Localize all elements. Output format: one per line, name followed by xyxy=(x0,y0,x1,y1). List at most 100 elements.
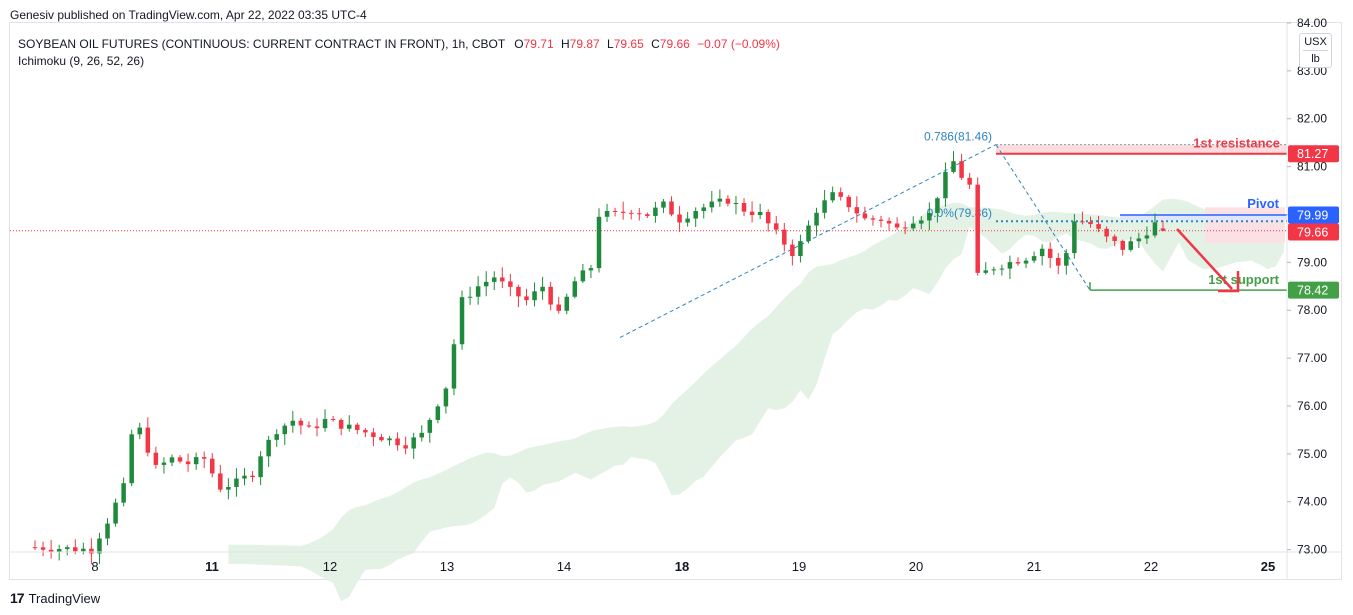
y-tick-label: 84.00 xyxy=(1297,16,1327,30)
y-tick-label: 74.00 xyxy=(1297,495,1327,509)
candle-body xyxy=(749,211,755,216)
candle-body xyxy=(588,268,594,271)
candle-body xyxy=(709,201,715,208)
currency-label: USX xyxy=(1304,36,1327,48)
level-label: 1st resistance xyxy=(1193,136,1280,151)
candle-body xyxy=(411,437,416,449)
price-label-text: 79.99 xyxy=(1297,208,1328,222)
candle-body xyxy=(701,207,706,212)
candle-body xyxy=(532,291,537,301)
candle-body xyxy=(185,461,191,465)
candle-body xyxy=(1096,224,1101,229)
candle-body xyxy=(355,424,360,430)
candle-body xyxy=(338,419,344,429)
candle-body xyxy=(838,192,843,197)
candle-body xyxy=(1136,238,1142,242)
candle-body xyxy=(475,286,481,297)
candle-body xyxy=(201,457,207,459)
candle-body xyxy=(983,270,988,273)
price-label-tag xyxy=(1288,206,1339,224)
change-value: −0.07 (−0.09%) xyxy=(697,37,780,51)
candle-body xyxy=(854,207,860,214)
candle-body xyxy=(653,207,658,216)
candle-body xyxy=(1039,248,1045,257)
candle-body xyxy=(1056,257,1061,266)
candle-body xyxy=(137,427,142,435)
candle-body xyxy=(894,223,900,228)
candle-body xyxy=(1007,262,1013,269)
y-tick-label: 82.00 xyxy=(1297,112,1327,126)
candle-body xyxy=(741,202,747,212)
ichimoku-cloud-area xyxy=(228,198,1284,602)
candle-body xyxy=(959,161,964,178)
chart-frame xyxy=(9,22,1342,580)
candle-body xyxy=(733,202,739,204)
high-value: 79.87 xyxy=(569,37,600,51)
candle-body xyxy=(910,223,916,229)
candle-body xyxy=(1160,228,1166,231)
candle-body xyxy=(427,419,433,433)
price-label-tag xyxy=(1288,281,1339,299)
candle-body xyxy=(274,434,279,440)
candle-body xyxy=(1088,222,1093,225)
candle-body xyxy=(153,452,159,465)
candle-body xyxy=(282,425,288,435)
candle-body xyxy=(1144,235,1150,239)
candle-body xyxy=(56,549,62,552)
x-tick-label: 20 xyxy=(909,559,923,574)
candle-body xyxy=(902,227,908,229)
candle-body xyxy=(1112,236,1117,242)
candle-body xyxy=(822,200,827,213)
candle-body xyxy=(524,296,529,301)
y-tick-label: 79.00 xyxy=(1297,255,1327,269)
candle-body xyxy=(435,406,441,420)
candle-body xyxy=(612,210,618,212)
x-tick-label: 13 xyxy=(440,559,454,574)
candle-body xyxy=(40,547,46,550)
x-tick-label: 11 xyxy=(205,559,219,574)
open-value: 79.71 xyxy=(523,37,554,51)
candle-body xyxy=(540,286,545,292)
candle-body xyxy=(1072,221,1077,254)
fib-trendline-down xyxy=(995,144,1091,291)
candle-body xyxy=(572,281,578,297)
indicator-label[interactable]: Ichimoku (9, 26, 52, 26) xyxy=(18,54,145,68)
candle-body xyxy=(89,548,94,554)
unit-selector[interactable]: USX lb xyxy=(1299,33,1332,68)
candle-body xyxy=(105,523,110,539)
candles xyxy=(32,151,1166,565)
candle-body xyxy=(250,475,255,478)
tradingview-logo-icon: 17 xyxy=(10,590,25,606)
candle-body xyxy=(1031,256,1037,261)
low-value: 79.65 xyxy=(613,37,644,51)
candle-body xyxy=(330,418,336,420)
candle-body xyxy=(508,281,513,287)
unit-label: lb xyxy=(1311,53,1320,65)
candle-body xyxy=(1080,221,1085,223)
candle-body xyxy=(564,296,570,311)
candle-body xyxy=(765,211,771,224)
brand-name[interactable]: TradingView xyxy=(28,590,101,606)
fib-label: 0.786(81.46) xyxy=(924,130,992,144)
candle-body xyxy=(81,548,86,552)
candle-body xyxy=(669,201,674,215)
price-label-text: 81.27 xyxy=(1297,147,1328,161)
candle-body xyxy=(967,177,972,185)
candle-body xyxy=(346,424,352,429)
candle-body xyxy=(991,269,997,271)
candle-body xyxy=(725,198,731,204)
candle-body xyxy=(951,161,956,172)
candle-body xyxy=(451,344,457,389)
candle-body xyxy=(814,212,819,226)
ichimoku-cloud xyxy=(228,198,1285,602)
candle-body xyxy=(516,286,521,297)
price-label-tag xyxy=(1288,223,1339,241)
candle-body xyxy=(693,211,698,219)
price-label-text: 78.42 xyxy=(1297,284,1328,298)
y-tick-label: 76.00 xyxy=(1297,399,1327,413)
candle-body xyxy=(919,220,924,224)
x-tick-label: 14 xyxy=(557,559,571,574)
x-tick-label: 12 xyxy=(323,559,337,574)
candle-body xyxy=(548,286,553,305)
